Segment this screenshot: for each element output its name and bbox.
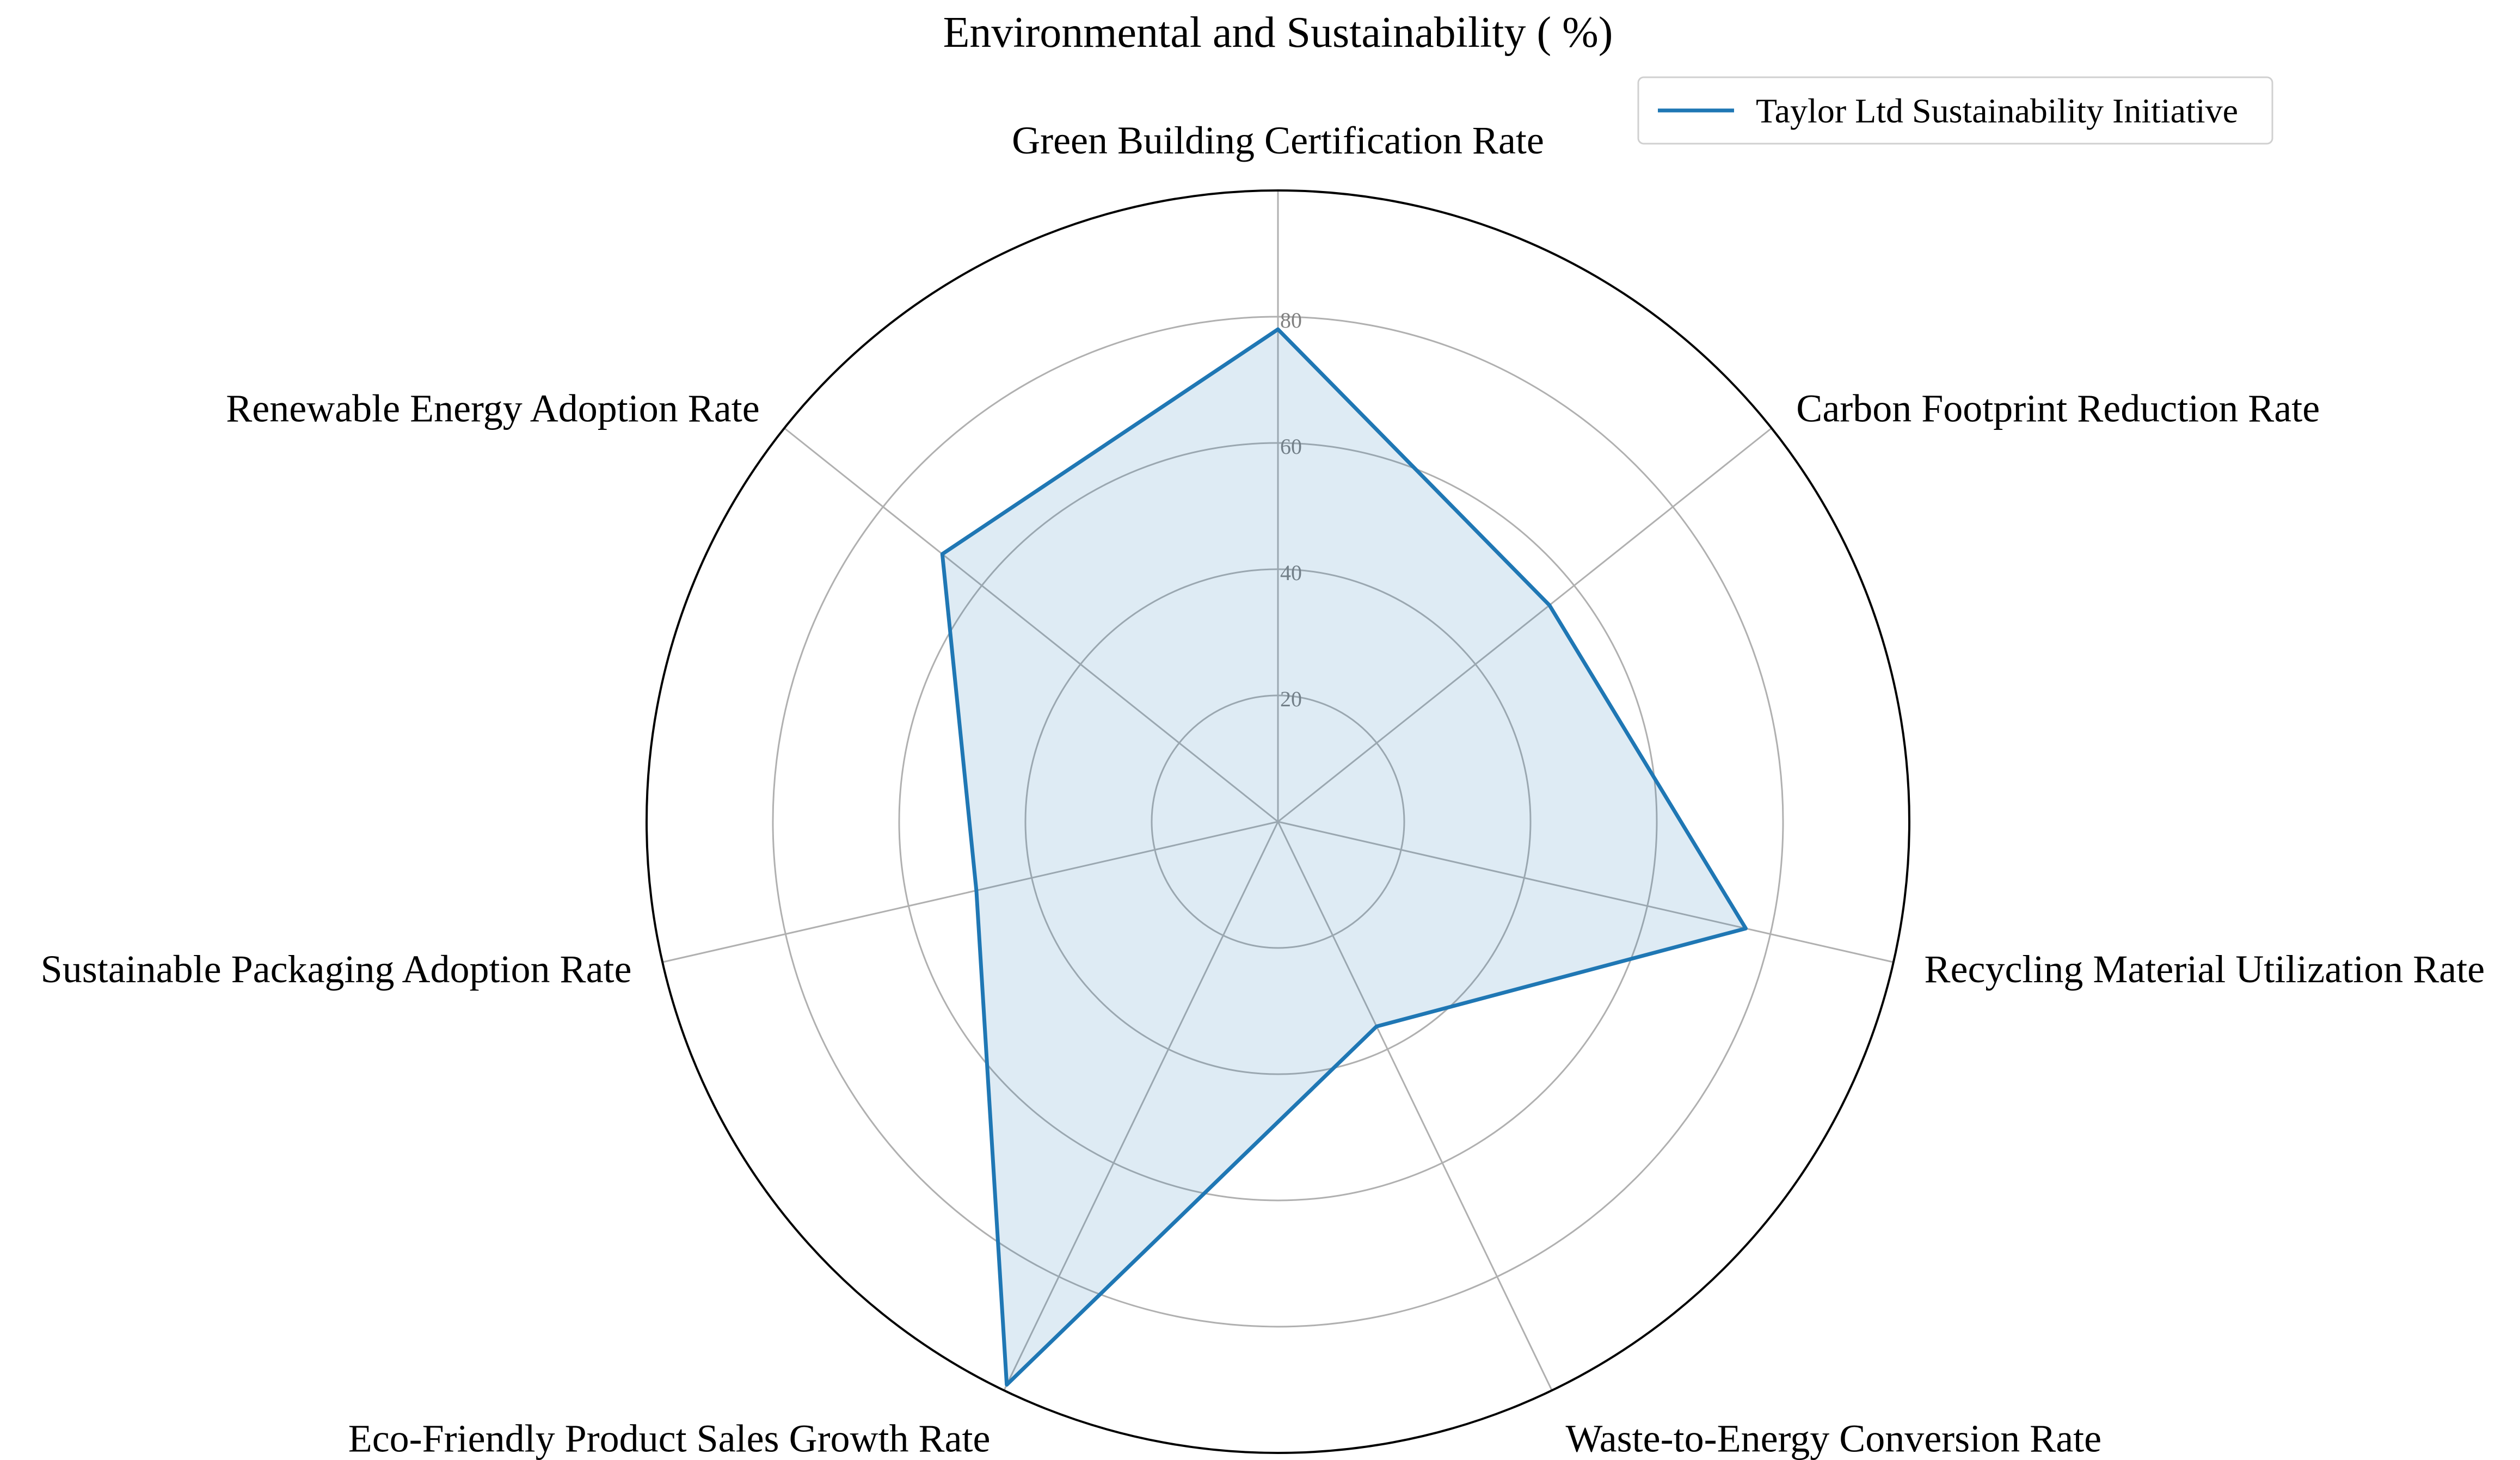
axis-category-label: Green Building Certification Rate [1012,119,1544,162]
axis-category-label: Recycling Material Utilization Rate [1925,947,2485,991]
data-point [1744,927,1748,931]
data-point [1005,1383,1009,1387]
radial-tick-label: 60 [1280,434,1302,459]
axis-category-label: Carbon Footprint Reduction Rate [1796,387,2320,430]
series-area [942,329,1746,1385]
axis-label-layer: Green Building Certification Rate Carbon … [41,119,2485,1460]
outer-frame-circle [646,189,1910,1454]
axis-category-label: Renewable Energy Adoption Rate [226,387,759,430]
radial-tick-label: 20 [1280,687,1302,711]
axis-category-label: Sustainable Packaging Adoption Rate [41,947,632,991]
axis-spoke [662,821,1279,963]
axis-spoke [1277,821,1553,1391]
data-point [941,552,944,556]
data-point [1276,328,1280,331]
axis-category-label: Waste-to-Energy Conversion Rate [1566,1416,2102,1460]
legend-box [1637,76,2273,145]
radial-tick-label: 40 [1280,560,1302,585]
axis-category-label: Eco-Friendly Product Sales Growth Rate [348,1416,991,1460]
chart-title: Environmental and Sustainability ( %) [943,9,1613,57]
legend-entry-label: Taylor Ltd Sustainability Initiative [1756,91,2238,130]
axis-spoke [1277,821,1894,963]
axis-spoke [1277,427,1772,823]
data-point [1375,1025,1379,1028]
series-layer [940,327,1748,1387]
radial-tick-label: 80 [1280,308,1302,332]
axis-spoke [1003,821,1279,1391]
axis-spoke [784,427,1279,823]
data-point [974,889,978,892]
data-point [1547,603,1551,607]
grid-layer: 20 40 60 80 [646,189,1910,1454]
legend: Taylor Ltd Sustainability Initiative [1637,76,2273,145]
series-line [940,327,1748,1387]
